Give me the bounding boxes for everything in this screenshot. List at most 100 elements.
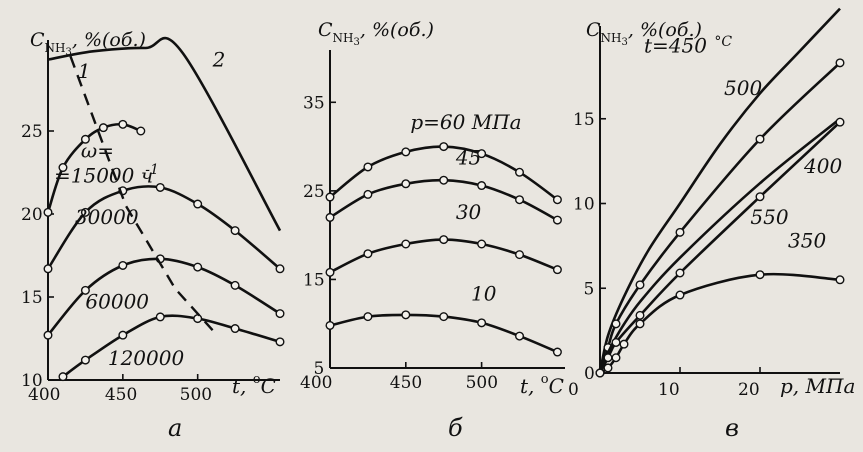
panel-b-xlabel-tail: C <box>549 374 564 398</box>
panel-a-ylabel-sub: NH <box>45 41 66 55</box>
panel-b-series-1-point <box>477 149 487 159</box>
panel-c-curve-label: 400 <box>803 154 842 178</box>
panel-c-series-5-point <box>595 368 605 378</box>
panel-a-series-3-point <box>275 309 285 319</box>
panel-a-curve-label: ω= <box>81 139 114 163</box>
panel-a-xlabel-tail: C <box>261 374 276 398</box>
panel-b-plot: 400 450 500 5 15 25 35 p=60 МПа 45 30 10 <box>300 50 565 393</box>
panel-a-curve-label: -1 <box>145 162 159 178</box>
panel-a-series-3-point <box>43 330 53 340</box>
panel-c-series-5-point <box>619 339 629 349</box>
panel-b-series-1-point <box>515 167 525 177</box>
panel-c-series-2-point <box>755 134 765 144</box>
panel-c-curve-label: t=450 <box>644 34 707 58</box>
panel-a-series-6-line <box>47 36 282 232</box>
panel-c-series-4-point <box>603 353 613 363</box>
panel-b-xtick-label: 450 <box>390 373 422 393</box>
panel-b-xlabel-main: t, <box>520 374 541 398</box>
panel-a-xtick-label: 400 <box>28 385 60 405</box>
panel-a-series-1-point <box>98 123 108 133</box>
panel-a-ytick-label: 20 <box>21 205 43 225</box>
panel-b-series-1-point <box>401 147 411 157</box>
panel-b-series-3-point <box>325 267 335 277</box>
panel-c-ylabel-tail: , %(об.) <box>628 19 702 41</box>
panel-b-series-1-point <box>552 195 562 205</box>
panel-b-curve-label: 30 <box>456 200 482 224</box>
panel-c-xtick-label: 20 <box>738 380 760 400</box>
panel-c-curve-label: 350 <box>788 229 826 253</box>
panel-a-series-1-point <box>118 119 128 129</box>
panel-a-curve-label: 1 <box>78 59 91 83</box>
panel-a-series-2-point <box>193 199 203 209</box>
panel-a-series-4-point <box>230 324 240 334</box>
panel-b-series-4-point <box>363 312 373 322</box>
panel-c-series-4-point <box>755 192 765 202</box>
panel-c-series-2-point <box>611 319 621 329</box>
panel-b-series-2-point <box>325 212 335 222</box>
panel-c-xtick-label: 10 <box>658 380 680 400</box>
panel-a-series-4-point <box>80 355 90 365</box>
panel-a-series-2-point <box>80 207 90 217</box>
panel-a-series-2-point <box>43 264 53 274</box>
panel-b-series-2-point <box>401 179 411 189</box>
panel-b-series-2-point <box>552 215 562 225</box>
panel-c-ylabel: CNH3, %(об.) <box>586 19 702 48</box>
panel-a-series-4-point <box>58 372 68 382</box>
panel-a-series-3-point <box>193 262 203 272</box>
panel-b-xtick-label: 400 <box>300 373 332 393</box>
panel-c-series-2-point <box>675 227 685 237</box>
panel-c-series-4-point <box>675 268 685 278</box>
panel-a-series-4-point <box>275 337 285 347</box>
panel-b-xlabel: t, oC <box>520 372 564 398</box>
panel-a-ytick-label: 25 <box>21 122 43 142</box>
panel-c-series-4-point <box>835 117 845 127</box>
panel-b-series-3-point <box>401 239 411 249</box>
panel-b-series-2-point <box>439 175 449 185</box>
panel-c-xlabel: p, МПа <box>780 374 855 398</box>
panel-a-xtick-label: 500 <box>180 385 212 405</box>
panel-a-ylabel-subsub: 3 <box>66 47 72 58</box>
panel-c-series-2-point <box>835 58 845 68</box>
panel-a-xlabel-main: t, <box>232 374 253 398</box>
panel-a-curve-label: 2 <box>212 47 226 71</box>
panel-a-series-2-point <box>155 182 165 192</box>
panel-c-ytick-label: 10 <box>573 195 595 215</box>
panel-b-xlabel-sup: o <box>541 372 549 387</box>
panel-a-series-4-point <box>193 314 203 324</box>
panel-a-series-1-point <box>58 163 68 173</box>
panel-c-series-5-point <box>635 319 645 329</box>
panel-c-series-5-point <box>611 353 621 363</box>
panel-b-series-2-point <box>477 181 487 191</box>
panel-c-curve-label: 550 <box>750 205 788 229</box>
panel-a-curve-label: 60000 <box>85 290 149 314</box>
panel-b-ytick-label: 25 <box>303 182 325 202</box>
panel-c: CNH3, %(об.) p, МПа в <box>586 19 855 442</box>
panel-c-series-4-point <box>635 310 645 320</box>
panel-c-series-5-point <box>675 290 685 300</box>
panel-c-ylabel-sub: NH <box>601 31 622 45</box>
panel-a-series-5-line <box>69 55 214 332</box>
panel-b-curve-label: p=60 МПа <box>410 110 521 134</box>
panel-c-ytick-label: 5 <box>584 279 595 299</box>
panel-a-ylabel-tail: , %(об.) <box>72 29 146 51</box>
panel-b: CNH3, %(об.) t, oC б <box>318 19 564 442</box>
panel-c-series-3-line <box>598 117 841 374</box>
panel-c-series-5-point <box>835 275 845 285</box>
panel-b-curve-label: 45 <box>455 145 481 169</box>
panel-a-plot: 400 450 500 10 15 20 25 1 2 ω==15000 ч-1 30000 6000… <box>21 36 285 405</box>
panel-b-series-4-point <box>477 318 487 328</box>
panel-a-series-3-point <box>118 260 128 270</box>
panel-c-curve-label: °C <box>714 34 732 50</box>
panel-b-series-3-point <box>515 250 525 260</box>
panel-b-series-4-point <box>439 312 449 322</box>
panel-a-ytick-label: 15 <box>21 288 43 308</box>
panel-b-series-3-point <box>363 249 373 259</box>
panel-a-ylabel-main: C <box>30 29 45 51</box>
panel-b-series-4-point <box>325 320 335 330</box>
panel-b-series-3-point <box>477 239 487 249</box>
panel-a-series-4-point <box>118 330 128 340</box>
panel-b-series-4-point <box>401 310 411 320</box>
panel-a-xtick-label: 450 <box>105 385 137 405</box>
panel-c-letter: в <box>725 414 739 442</box>
